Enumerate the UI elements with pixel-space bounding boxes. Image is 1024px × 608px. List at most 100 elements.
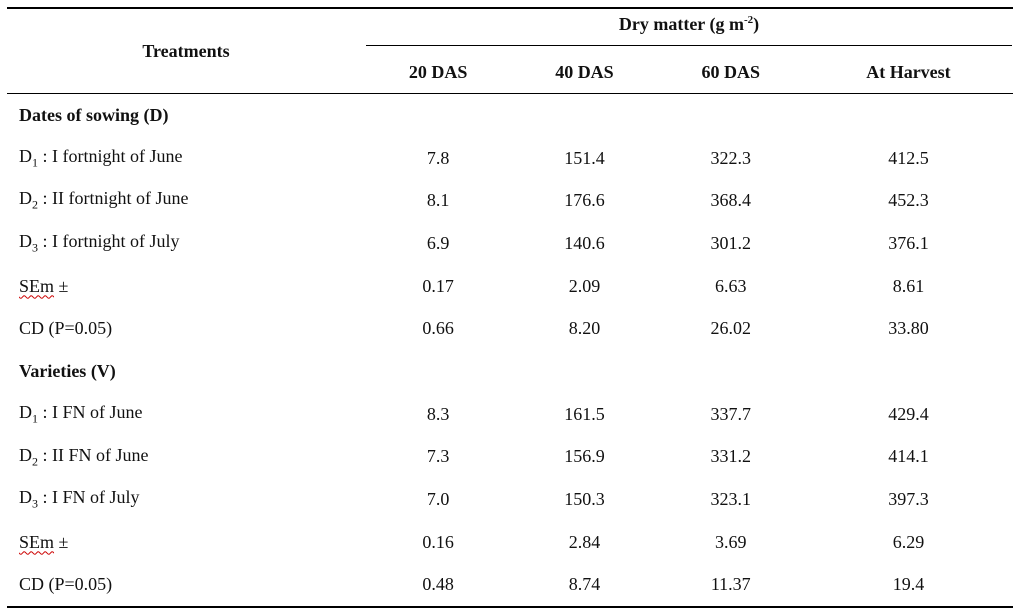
row-label: CD (P=0.05) bbox=[7, 307, 365, 350]
row-label: SEm ± bbox=[7, 265, 365, 308]
value-cell: 8.20 bbox=[568, 318, 601, 339]
row-label: CD (P=0.05) bbox=[7, 563, 365, 608]
group-exponent: -2 bbox=[743, 14, 754, 26]
value-cell: 161.5 bbox=[564, 403, 605, 424]
row-label-subscript: 1 bbox=[32, 155, 38, 170]
row-label-text: D bbox=[19, 401, 32, 422]
row-label-text: D bbox=[19, 231, 32, 252]
table-body: Dates of sowing (D) D1 : I fortnight of J… bbox=[7, 94, 1013, 608]
table-row: D1 : I FN of June 8.3 161.5 337.7 429.4 bbox=[7, 393, 1013, 436]
row-label-subscript: 2 bbox=[32, 198, 38, 213]
value-cell: 11.37 bbox=[657, 563, 804, 608]
row-label-suffix: ± bbox=[54, 531, 69, 552]
dry-matter-group-header: Dry matter (g m-2) bbox=[365, 7, 1013, 51]
row-label-suffix: : II fortnight of June bbox=[38, 188, 189, 209]
row-label-subscript: 1 bbox=[32, 411, 38, 426]
col-header-20-das: 20 DAS bbox=[365, 51, 512, 94]
row-label-text: SEm bbox=[19, 531, 55, 552]
value-cell: 397.3 bbox=[888, 489, 929, 510]
row-label-subscript: 3 bbox=[32, 240, 38, 255]
value-cell: 6.9 bbox=[426, 232, 450, 253]
value-cell: 337.7 bbox=[710, 403, 751, 424]
value-cell: 412.5 bbox=[888, 147, 929, 168]
value-cell: 414.1 bbox=[888, 446, 929, 467]
table-row: D1 : I fortnight of June 7.8 151.4 322.3 412… bbox=[7, 137, 1013, 180]
row-label-text: D bbox=[19, 188, 32, 209]
table-row: CD (P=0.05) 0.48 8.74 11.37 19.4 bbox=[7, 563, 1013, 608]
value-cell: 376.1 bbox=[888, 232, 929, 253]
col-header-40-das: 40 DAS bbox=[511, 51, 658, 94]
value-cell: 8.1 bbox=[426, 190, 450, 211]
row-label: SEm ± bbox=[7, 521, 365, 564]
dry-matter-table: Treatments Dry matter (g m-2) 20 DAS 40 … bbox=[7, 7, 1013, 608]
row-label-suffix: : I fortnight of June bbox=[38, 145, 183, 166]
row-label-subscript: 2 bbox=[32, 454, 38, 469]
value-cell: 322.3 bbox=[710, 147, 751, 168]
value-cell: 6.63 bbox=[714, 275, 747, 296]
value-cell: 19.4 bbox=[803, 563, 1013, 608]
header-row-2: 20 DAS 40 DAS 60 DAS At Harvest bbox=[7, 51, 1013, 94]
value-cell: 7.3 bbox=[426, 446, 450, 467]
value-cell: 368.4 bbox=[710, 190, 751, 211]
row-label-suffix: ± bbox=[54, 275, 69, 296]
row-label-text: SEm bbox=[19, 275, 55, 296]
row-label: D2 : II fortnight of June bbox=[7, 179, 365, 222]
col-header-60-das: 60 DAS bbox=[657, 51, 804, 94]
value-cell: 8.61 bbox=[892, 275, 925, 296]
section-title: Dates of sowing (D) bbox=[19, 104, 169, 125]
table-row: D3 : I FN of July 7.0 150.3 323.1 397.3 bbox=[7, 478, 1013, 521]
row-label: D2 : II FN of June bbox=[7, 436, 365, 479]
value-cell: 2.84 bbox=[568, 531, 601, 552]
row-label-text: CD (P=0.05) bbox=[19, 574, 113, 595]
table-row: D3 : I fortnight of July 6.9 140.6 301.2 376… bbox=[7, 222, 1013, 265]
table-row: CD (P=0.05) 0.66 8.20 26.02 33.80 bbox=[7, 307, 1013, 350]
table-row: SEm ±0.17 2.09 6.63 8.61 bbox=[7, 265, 1013, 308]
col-header-at-harvest: At Harvest bbox=[803, 51, 1013, 94]
value-cell: 452.3 bbox=[888, 190, 929, 211]
treatments-header: Treatments bbox=[7, 7, 365, 94]
value-cell: 331.2 bbox=[710, 446, 751, 467]
row-label-subscript: 3 bbox=[32, 496, 38, 511]
value-cell: 301.2 bbox=[710, 232, 751, 253]
value-cell: 156.9 bbox=[564, 446, 605, 467]
value-cell: 323.1 bbox=[710, 489, 751, 510]
row-label-text: CD (P=0.05) bbox=[19, 318, 113, 339]
value-cell: 0.16 bbox=[422, 531, 454, 552]
value-cell: 33.80 bbox=[888, 318, 929, 339]
row-label-suffix: : I fortnight of July bbox=[38, 231, 180, 252]
table-row: D2 : II FN of June 7.3 156.9 331.2 414.1 bbox=[7, 436, 1013, 479]
row-label: D1 : I FN of June bbox=[7, 393, 365, 436]
value-cell: 7.8 bbox=[426, 147, 450, 168]
group-label: Dry matter (g m bbox=[618, 14, 744, 34]
value-cell: 429.4 bbox=[888, 403, 929, 424]
row-label-text: D bbox=[19, 487, 32, 508]
section-header-row: Dates of sowing (D) bbox=[7, 94, 1013, 137]
row-label-suffix: : I FN of June bbox=[38, 401, 143, 422]
dry-matter-table-container: Treatments Dry matter (g m-2) 20 DAS 40 … bbox=[7, 7, 1013, 608]
section-header-row: Varieties (V) bbox=[7, 350, 1013, 393]
value-cell: 2.09 bbox=[568, 275, 601, 296]
value-cell: 8.3 bbox=[426, 403, 450, 424]
value-cell: 0.17 bbox=[422, 275, 454, 296]
value-cell: 26.02 bbox=[710, 318, 751, 339]
row-label-text: D bbox=[19, 145, 32, 166]
value-cell: 176.6 bbox=[564, 190, 605, 211]
row-label-text: D bbox=[19, 444, 32, 465]
row-label-suffix: : I FN of July bbox=[38, 487, 140, 508]
table-row: SEm ±0.16 2.84 3.69 6.29 bbox=[7, 521, 1013, 564]
row-label: D1 : I fortnight of June bbox=[7, 137, 365, 180]
value-cell: 0.66 bbox=[422, 318, 454, 339]
header-row-1: Treatments Dry matter (g m-2) bbox=[7, 7, 1013, 94]
row-label: D3 : I FN of July bbox=[7, 478, 365, 521]
row-label: D3 : I fortnight of July bbox=[7, 222, 365, 265]
section-title: Varieties (V) bbox=[19, 360, 116, 381]
value-cell: 0.48 bbox=[365, 563, 512, 608]
value-cell: 8.74 bbox=[511, 563, 658, 608]
value-cell: 150.3 bbox=[564, 489, 605, 510]
value-cell: 151.4 bbox=[564, 147, 605, 168]
table-row: D2 : II fortnight of June 8.1 176.6 368.4 45… bbox=[7, 179, 1013, 222]
value-cell: 7.0 bbox=[426, 489, 450, 510]
value-cell: 6.29 bbox=[892, 531, 925, 552]
value-cell: 3.69 bbox=[714, 531, 747, 552]
row-label-suffix: : II FN of June bbox=[38, 444, 149, 465]
